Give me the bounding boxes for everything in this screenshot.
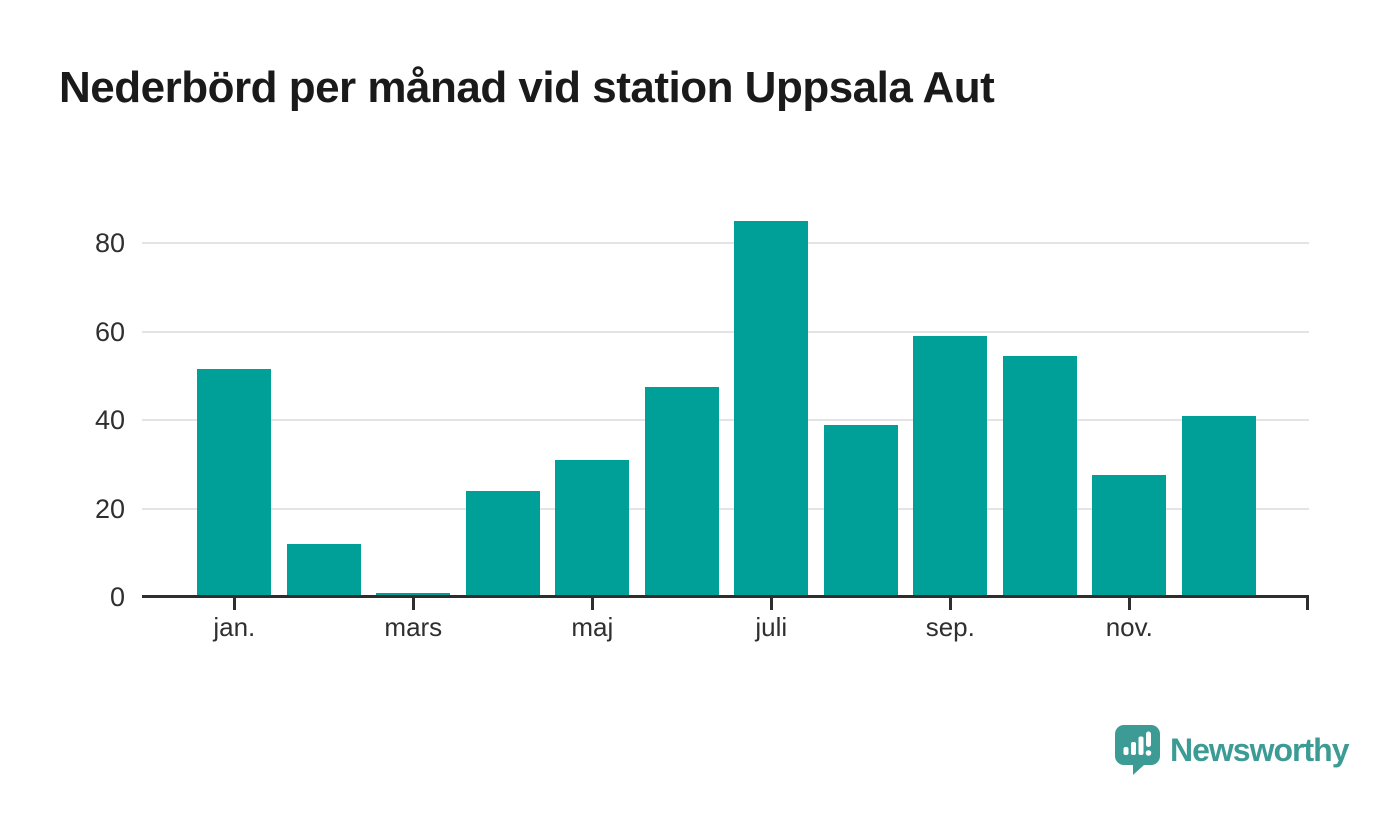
x-axis-end-tick xyxy=(1306,595,1309,610)
bar-dec. xyxy=(1181,415,1256,597)
y-axis-label-60: 60 xyxy=(94,316,125,347)
bar-apr. xyxy=(465,490,540,597)
x-axis-label-sep.: sep. xyxy=(925,612,975,642)
x-axis-tick-mars xyxy=(411,598,415,610)
bar-okt. xyxy=(1002,355,1077,597)
y-axis-label-0: 0 xyxy=(109,582,125,612)
x-axis-tick-sep. xyxy=(948,598,952,610)
newsworthy-logo-text: Newsworthy xyxy=(1170,731,1349,768)
y-axis-label-80: 80 xyxy=(94,228,125,259)
bar-feb. xyxy=(286,543,361,597)
x-axis-label-jan.: jan. xyxy=(213,612,256,642)
gridline-y-20 xyxy=(142,507,1309,510)
x-axis-label-juli: juli xyxy=(755,612,788,642)
chart-title: Nederbörd per månad vid station Uppsala … xyxy=(59,63,995,112)
gridline-y-60 xyxy=(142,330,1309,333)
bar-jan. xyxy=(197,369,272,597)
x-axis-label-nov.: nov. xyxy=(1105,612,1153,642)
gridline-y-80 xyxy=(142,242,1309,245)
y-axis-label-40: 40 xyxy=(94,405,125,436)
x-axis-tick-juli xyxy=(769,598,773,610)
bar-juli xyxy=(734,221,809,597)
x-axis-tick-jan. xyxy=(232,598,236,610)
bar-nov. xyxy=(1092,475,1167,597)
bar-chart-speech-bubble-icon xyxy=(1115,725,1160,775)
bar-maj xyxy=(555,459,630,597)
x-axis-tick-maj xyxy=(590,598,594,610)
x-axis-label-mars: mars xyxy=(384,612,443,642)
bar-mars xyxy=(376,592,451,597)
newsworthy-logo: Newsworthy xyxy=(1115,722,1349,778)
x-axis-line xyxy=(142,595,1309,598)
x-axis-tick-nov. xyxy=(1127,598,1131,610)
bar-aug. xyxy=(823,424,898,597)
x-axis-label-maj: maj xyxy=(571,612,614,642)
gridline-y-40 xyxy=(142,419,1309,422)
bar-juni xyxy=(644,386,719,597)
y-axis-label-20: 20 xyxy=(94,493,125,524)
bar-sep. xyxy=(913,336,988,597)
